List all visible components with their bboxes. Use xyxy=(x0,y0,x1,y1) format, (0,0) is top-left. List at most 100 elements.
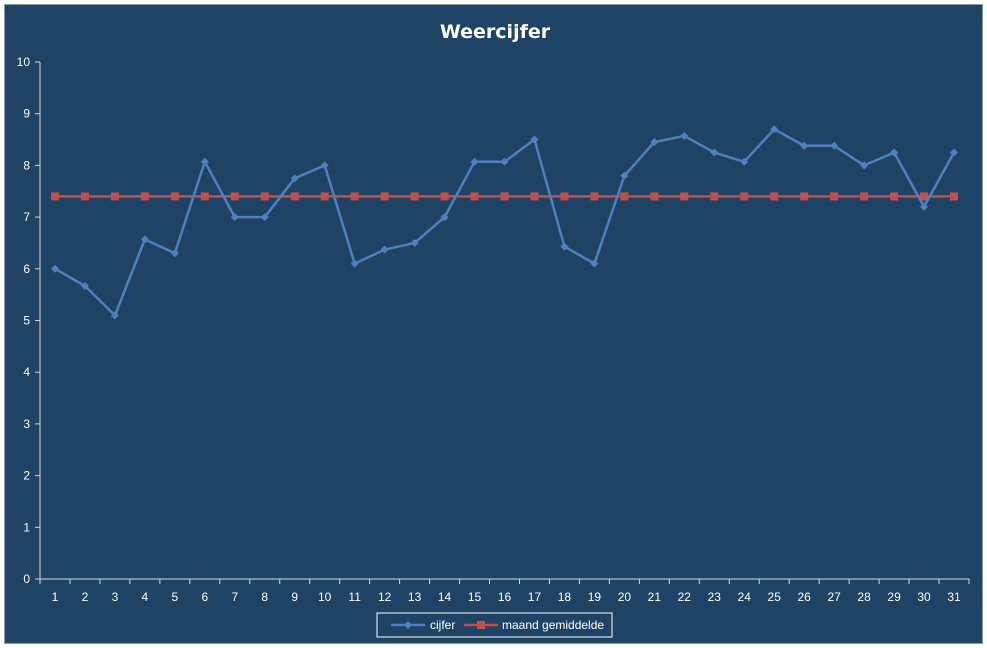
data-point-cijfer xyxy=(830,141,839,150)
data-point-cijfer xyxy=(710,148,719,157)
data-point-cijfer xyxy=(350,259,359,268)
chart-title: Weercijfer xyxy=(440,21,551,43)
data-point-cijfer xyxy=(290,174,299,183)
y-tick-label: 7 xyxy=(23,210,30,224)
data-point-maand-gemiddelde xyxy=(830,192,839,201)
y-tick-label: 5 xyxy=(23,314,30,328)
x-tick-label: 24 xyxy=(738,590,752,604)
data-point-maand-gemiddelde xyxy=(620,192,629,201)
data-point-cijfer xyxy=(770,125,779,134)
data-point-cijfer xyxy=(500,157,509,166)
y-tick-label: 10 xyxy=(17,55,31,69)
y-tick-label: 8 xyxy=(23,158,30,172)
data-point-cijfer xyxy=(320,161,329,170)
data-point-maand-gemiddelde xyxy=(290,192,299,201)
x-tick-label: 21 xyxy=(648,590,662,604)
data-point-cijfer xyxy=(410,238,419,247)
data-point-cijfer xyxy=(440,213,449,222)
data-point-cijfer xyxy=(140,235,149,244)
y-tick-label: 2 xyxy=(23,469,30,483)
x-tick-labels: 1 2 3 4 5 6 7 8 9 10 11 12 13 14 15 16 17 18 19 20 21 22 23 24 2… xyxy=(52,590,961,604)
x-tick-label: 22 xyxy=(678,590,692,604)
data-point-maand-gemiddelde xyxy=(110,192,119,201)
x-tick-label: 15 xyxy=(468,590,482,604)
data-point-maand-gemiddelde xyxy=(380,192,389,201)
data-point-cijfer xyxy=(650,138,659,147)
y-tick-label: 9 xyxy=(23,107,30,121)
data-point-maand-gemiddelde xyxy=(530,192,539,201)
data-point-maand-gemiddelde xyxy=(500,192,509,201)
x-tick-label: 14 xyxy=(438,590,452,604)
data-point-maand-gemiddelde xyxy=(170,192,179,201)
data-point-maand-gemiddelde xyxy=(860,192,869,201)
x-tick-label: 1 xyxy=(52,590,59,604)
x-tick-label: 25 xyxy=(768,590,782,604)
data-point-maand-gemiddelde xyxy=(50,192,59,201)
legend-label-maand-gemiddelde: maand gemiddelde xyxy=(502,618,604,632)
y-tick-labels: 0 1 2 3 4 5 6 7 8 9 10 xyxy=(17,55,31,586)
data-point-cijfer xyxy=(800,141,809,150)
data-point-cijfer xyxy=(620,171,629,180)
data-point-cijfer xyxy=(50,264,59,273)
data-point-cijfer xyxy=(260,213,269,222)
data-point-maand-gemiddelde xyxy=(740,192,749,201)
x-tick-label: 13 xyxy=(408,590,422,604)
x-tick-label: 9 xyxy=(291,590,298,604)
x-tick-label: 30 xyxy=(917,590,931,604)
data-point-maand-gemiddelde xyxy=(80,192,89,201)
data-point-maand-gemiddelde xyxy=(710,192,719,201)
x-tick-label: 4 xyxy=(142,590,149,604)
data-point-maand-gemiddelde xyxy=(800,192,809,201)
x-tick-label: 7 xyxy=(231,590,238,604)
x-tick-label: 8 xyxy=(261,590,268,604)
series-layer xyxy=(50,125,959,320)
data-point-cijfer xyxy=(530,135,539,144)
data-point-maand-gemiddelde xyxy=(470,192,479,201)
data-point-cijfer xyxy=(860,161,869,170)
data-point-cijfer xyxy=(230,213,239,222)
data-point-maand-gemiddelde xyxy=(440,192,449,201)
x-tick-label: 20 xyxy=(618,590,632,604)
data-point-cijfer xyxy=(950,148,959,157)
x-tick-label: 23 xyxy=(708,590,722,604)
data-point-cijfer xyxy=(740,157,749,166)
data-point-maand-gemiddelde xyxy=(560,192,569,201)
data-point-maand-gemiddelde xyxy=(680,192,689,201)
data-point-maand-gemiddelde xyxy=(260,192,269,201)
x-tick-label: 26 xyxy=(797,590,811,604)
data-point-maand-gemiddelde xyxy=(650,192,659,201)
x-tick-label: 27 xyxy=(827,590,841,604)
data-point-maand-gemiddelde xyxy=(590,192,599,201)
x-tick-label: 19 xyxy=(588,590,602,604)
legend-marker-maand-gemiddelde xyxy=(477,621,485,629)
data-point-maand-gemiddelde xyxy=(770,192,779,201)
x-tick-label: 10 xyxy=(318,590,332,604)
x-tick-label: 17 xyxy=(528,590,542,604)
data-point-cijfer xyxy=(590,259,599,268)
x-tick-label: 29 xyxy=(887,590,901,604)
legend: cijfer maand gemiddelde xyxy=(376,612,613,638)
x-tick-label: 31 xyxy=(947,590,961,604)
y-tick-label: 0 xyxy=(23,572,30,586)
axes xyxy=(35,61,970,584)
data-point-cijfer xyxy=(380,245,389,254)
data-point-cijfer xyxy=(560,242,569,251)
data-point-maand-gemiddelde xyxy=(920,192,929,201)
x-tick-label: 16 xyxy=(498,590,512,604)
data-point-cijfer xyxy=(470,157,479,166)
data-point-cijfer xyxy=(200,157,209,166)
legend-box xyxy=(376,612,613,638)
x-tick-label: 28 xyxy=(857,590,871,604)
legend-label-cijfer: cijfer xyxy=(430,618,455,632)
y-tick-label: 6 xyxy=(23,262,30,276)
series-line-cijfer xyxy=(54,127,956,317)
data-point-cijfer xyxy=(680,131,689,140)
data-point-maand-gemiddelde xyxy=(320,192,329,201)
data-point-maand-gemiddelde xyxy=(950,192,959,201)
legend-marker-cijfer xyxy=(404,621,412,629)
x-tick-label: 18 xyxy=(558,590,572,604)
data-point-cijfer xyxy=(80,281,89,290)
y-tick-label: 3 xyxy=(23,417,30,431)
x-tick-label: 2 xyxy=(82,590,89,604)
